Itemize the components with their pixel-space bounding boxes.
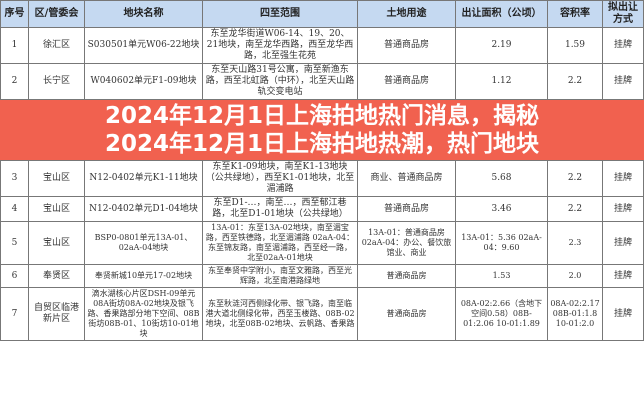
column-header: 出让面积（公顷） — [455, 0, 548, 28]
table-cell: 挂牌 — [602, 196, 644, 222]
table-cell: 奉贤新城10单元17-02地块 — [84, 264, 203, 288]
table-row: 4 宝山区 N12-0402单元D1-04地块 东至D1-…，南至…，西至郁江巷路，北… — [0, 196, 644, 222]
table-cell: N12-0402单元D1-04地块 — [84, 196, 203, 222]
table-row: 7 自贸区临港新片区 滴水湖核心片区DSH-09单元08A街坊08A-02地块及银飞… — [0, 287, 644, 341]
table-cell: W040602单元F1-09地块 — [84, 63, 203, 100]
table-cell: 1.59 — [547, 27, 603, 64]
headline-line-2: 2024年12月1日上海拍地热潮，热门地块 — [104, 131, 540, 157]
table-cell: 2.3 — [547, 221, 603, 265]
table-cell: 宝山区 — [28, 196, 85, 222]
table-cell: 13A-01：普通商品房 02aA-04：办公、餐饮旅馆业、商业 — [357, 221, 456, 265]
table-cell: 2.0 — [547, 264, 603, 288]
table-cell: 宝山区 — [28, 160, 85, 197]
land-auction-table-bottom: 3 宝山区 N12-0402单元K1-11地块 东至K1-09地块，南至K1-13地块… — [0, 160, 644, 341]
headline-banner: 2024年12月1日上海拍地热门消息，揭秘 2024年12月1日上海拍地热潮，热… — [0, 100, 644, 160]
table-cell: 商业、普通商品房 — [357, 160, 456, 197]
table-cell: 1 — [0, 27, 29, 64]
land-auction-table-top: 序号 区/管委会 地块名称 四至范围 土地用途 出让面积（公顷） 容积率 拟出让方式 1 徐汇区… — [0, 0, 644, 100]
table-row: 5 宝山区 BSP0-0801单元13A-01、02aA-04地块 13A-01：东至… — [0, 221, 644, 265]
table-cell: 普通商品房 — [357, 63, 456, 100]
table-cell: 普通商品房 — [357, 196, 456, 222]
header-row: 序号 区/管委会 地块名称 四至范围 土地用途 出让面积（公顷） 容积率 拟出让方式 — [0, 0, 644, 28]
table-cell: N12-0402单元K1-11地块 — [84, 160, 203, 197]
table-cell: 徐汇区 — [28, 27, 85, 64]
table-cell: 2.2 — [547, 160, 603, 197]
table-cell: 7 — [0, 287, 29, 341]
table-cell: 5.68 — [455, 160, 548, 197]
table-cell: 普通商品房 — [357, 264, 456, 288]
table-cell: 4 — [0, 196, 29, 222]
table-cell: 东至K1-09地块，南至K1-13地块（公共绿地），西至K1-01地块，北至湄浦… — [202, 160, 358, 197]
table-cell: 东至秋涟河西侧绿化带、银飞路，南至临港大道北侧绿化带，西至玉楼路、08B-02地… — [202, 287, 358, 341]
table-row: 6 奉贤区 奉贤新城10单元17-02地块 东至奉贤中学附小，南至文雅路，西至光辉路，… — [0, 264, 644, 288]
table-cell: 13A-01：5.36 02aA-04：9.60 — [455, 221, 548, 265]
table-cell: 2.19 — [455, 27, 548, 64]
column-header: 区/管委会 — [28, 0, 85, 28]
table-cell: 2 — [0, 63, 29, 100]
table-cell: 普通商品房 — [357, 287, 456, 341]
table-cell: 普通商品房 — [357, 27, 456, 64]
table-cell: 挂牌 — [602, 63, 644, 100]
table-cell: 挂牌 — [602, 221, 644, 265]
table-cell: S030501单元W06-22地块 — [84, 27, 203, 64]
table-row: 3 宝山区 N12-0402单元K1-11地块 东至K1-09地块，南至K1-13地块… — [0, 160, 644, 197]
headline-line-1: 2024年12月1日上海拍地热门消息，揭秘 — [104, 103, 540, 129]
table-cell: 13A-01：东至13A-02地块，南至湄宝路，西至铁德路，北至湄浦路 02aA… — [202, 221, 358, 265]
table-cell: 长宁区 — [28, 63, 85, 100]
table-cell: 2.2 — [547, 196, 603, 222]
table-cell: 挂牌 — [602, 264, 644, 288]
table-cell: 3 — [0, 160, 29, 197]
column-header: 土地用途 — [357, 0, 456, 28]
table-cell: 奉贤区 — [28, 264, 85, 288]
table-cell: 6 — [0, 264, 29, 288]
table-cell: 自贸区临港新片区 — [28, 287, 85, 341]
column-header: 序号 — [0, 0, 29, 28]
table-row: 2 长宁区 W040602单元F1-09地块 东至天山路31号公寓，南至新渔东路，西至… — [0, 63, 644, 100]
table-cell: 3.46 — [455, 196, 548, 222]
table-cell: 东至天山路31号公寓，南至新渔东路，西至北虹路（中环），北至天山路轨交变电站 — [202, 63, 358, 100]
table-cell: 2.2 — [547, 63, 603, 100]
table-cell: 东至龙华街道W06-14、19、20、21地块，南至龙华西路，西至龙华西路，北至… — [202, 27, 358, 64]
column-header: 容积率 — [547, 0, 603, 28]
table-cell: 08A-02:2.17 08B-01:1.8 10-01:2.0 — [547, 287, 603, 341]
table-cell: 挂牌 — [602, 160, 644, 197]
column-header: 地块名称 — [84, 0, 203, 28]
table-cell: 挂牌 — [602, 287, 644, 341]
table-cell: 东至奉贤中学附小，南至文雅路，西至光辉路，北至南港路绿地 — [202, 264, 358, 288]
table-cell: 1.53 — [455, 264, 548, 288]
column-header: 拟出让方式 — [602, 0, 644, 28]
table-cell: 滴水湖核心片区DSH-09单元08A街坊08A-02地块及银飞路、香果路部分地下… — [84, 287, 203, 341]
table-cell: 1.12 — [455, 63, 548, 100]
table-cell: 5 — [0, 221, 29, 265]
table-cell: 挂牌 — [602, 27, 644, 64]
table-cell: 08A-02:2.66（含地下空间0.58）08B-01:2.06 10-01:… — [455, 287, 548, 341]
table-row: 1 徐汇区 S030501单元W06-22地块 东至龙华街道W06-14、19、20、… — [0, 27, 644, 64]
column-header: 四至范围 — [202, 0, 358, 28]
table-cell: BSP0-0801单元13A-01、02aA-04地块 — [84, 221, 203, 265]
table-cell: 东至D1-…，南至…，西至郁江巷路，北至D1-01地块（公共绿地） — [202, 196, 358, 222]
table-cell: 宝山区 — [28, 221, 85, 265]
